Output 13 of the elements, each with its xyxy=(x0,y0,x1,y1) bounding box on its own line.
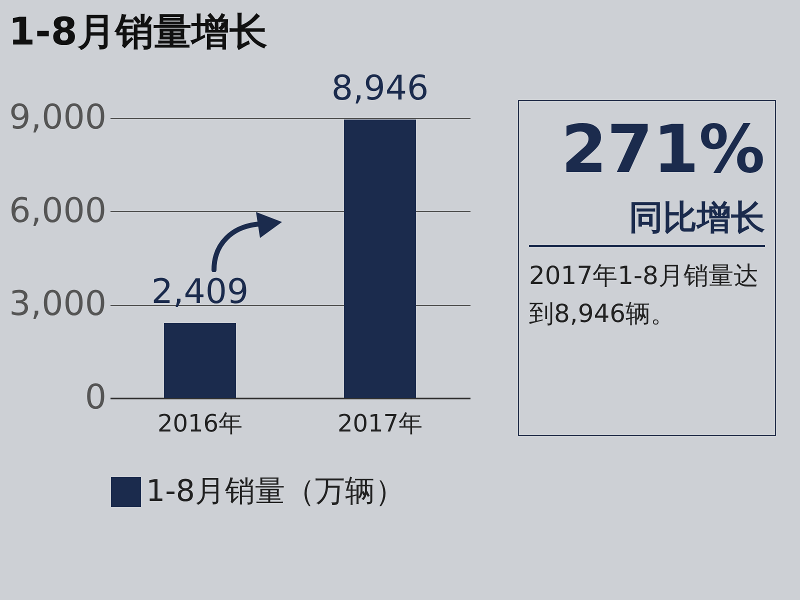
data-label: 2,409 xyxy=(151,272,249,312)
y-tick-label: 9,000 xyxy=(9,98,106,138)
legend-label: 1-8月销量（万辆） xyxy=(146,474,405,509)
y-tick-label: 3,000 xyxy=(9,284,106,324)
text: 2017年1-8月销量达到8,946辆。 xyxy=(529,260,760,330)
text: 271% xyxy=(560,110,765,190)
text: 同比增长 xyxy=(529,195,765,247)
x-tick-label: 2017年 xyxy=(337,410,423,438)
x-tick-label: 2016年 xyxy=(157,410,243,438)
y-tick-label: 0 xyxy=(84,378,106,418)
chart-title: 1-8月销量增长 xyxy=(8,10,268,54)
y-tick-label: 6,000 xyxy=(9,190,106,231)
data-label: 8,946 xyxy=(331,68,429,109)
